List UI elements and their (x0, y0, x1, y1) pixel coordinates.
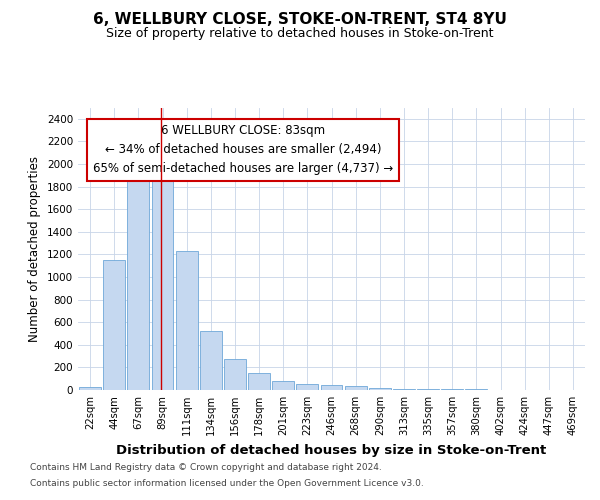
Bar (79, 386, 101, 390)
Bar (103, 260, 125, 390)
Bar (393, 389, 415, 390)
Text: 6, WELLBURY CLOSE, STOKE-ON-TRENT, ST4 8YU: 6, WELLBURY CLOSE, STOKE-ON-TRENT, ST4 8… (93, 12, 507, 28)
Text: Contains HM Land Registry data © Crown copyright and database right 2024.: Contains HM Land Registry data © Crown c… (30, 464, 382, 472)
Bar (369, 388, 391, 390)
Text: 6 WELLBURY CLOSE: 83sqm
← 34% of detached houses are smaller (2,494)
65% of semi: 6 WELLBURY CLOSE: 83sqm ← 34% of detache… (92, 124, 393, 176)
Y-axis label: Number of detached properties: Number of detached properties (28, 156, 41, 342)
Bar (442, 389, 463, 390)
Bar (345, 386, 367, 390)
Bar (272, 381, 294, 390)
Text: Contains public sector information licensed under the Open Government Licence v3: Contains public sector information licen… (30, 478, 424, 488)
X-axis label: Distribution of detached houses by size in Stoke-on-Trent: Distribution of detached houses by size … (116, 444, 547, 456)
Text: Size of property relative to detached houses in Stoke-on-Trent: Size of property relative to detached ho… (106, 28, 494, 40)
Bar (296, 384, 318, 390)
Bar (248, 373, 270, 390)
Bar (152, 181, 173, 390)
Bar (176, 251, 197, 390)
Bar (224, 360, 246, 390)
Bar (417, 389, 439, 390)
Bar (320, 386, 343, 390)
Bar (200, 331, 221, 390)
Bar (127, 170, 149, 390)
